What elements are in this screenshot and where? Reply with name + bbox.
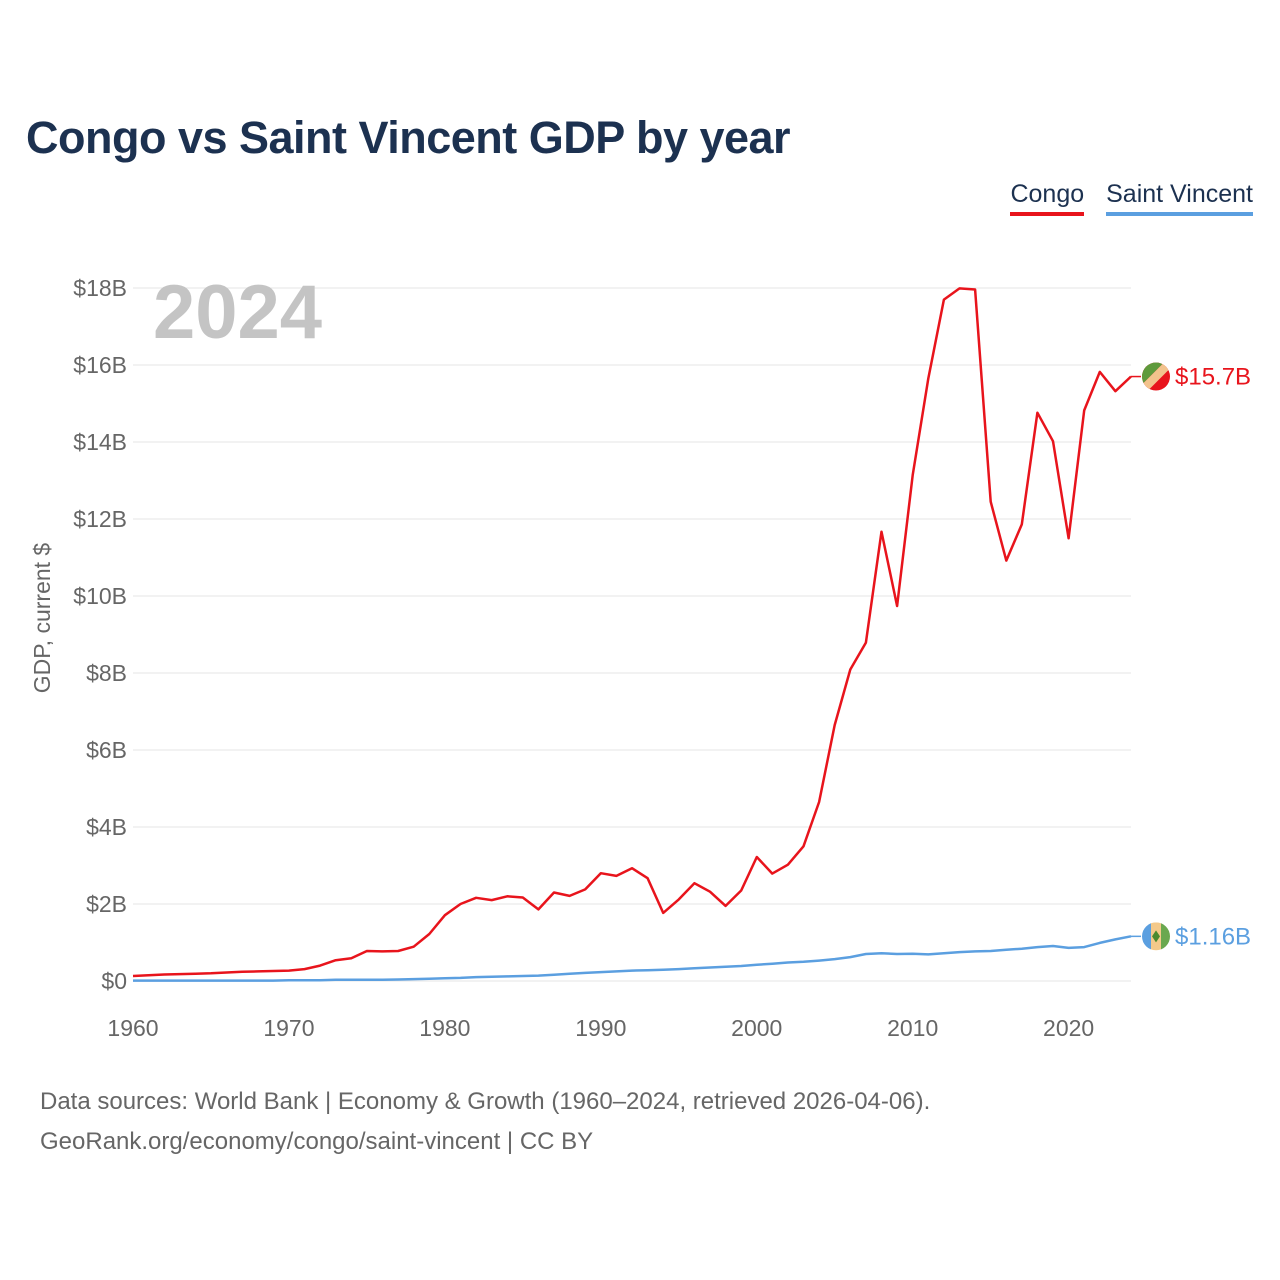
- x-tick-label: 1990: [575, 1015, 626, 1041]
- footer-sources: Data sources: World Bank | Economy & Gro…: [40, 1088, 931, 1115]
- y-tick-label: $0: [101, 968, 127, 994]
- series-line-saint-vincent[interactable]: [133, 935, 1132, 982]
- y-tick-label: $2B: [86, 891, 127, 917]
- legend-congo[interactable]: Congo: [1010, 180, 1085, 216]
- y-tick-label: $16B: [73, 352, 127, 378]
- y-tick-label: $14B: [73, 429, 127, 455]
- end-value-label: $1.16B: [1175, 923, 1251, 950]
- y-tick-label: $4B: [86, 814, 127, 840]
- footer-attribution[interactable]: GeoRank.org/economy/congo/saint-vincent …: [40, 1128, 594, 1155]
- y-tick-label: $6B: [86, 737, 127, 763]
- y-axis-label: GDP, current $: [29, 543, 55, 694]
- footer: Data sources: World Bank | Economy & Gro…: [40, 1082, 930, 1162]
- series-line-congo[interactable]: [132, 287, 1132, 978]
- x-tick-label: 1960: [107, 1015, 158, 1041]
- y-tick-label: $12B: [73, 506, 127, 532]
- x-tick-label: 1980: [419, 1015, 470, 1041]
- x-tick-label: 2010: [887, 1015, 938, 1041]
- x-tick-label: 1970: [263, 1015, 314, 1041]
- congo-flag-icon: [1142, 362, 1170, 391]
- chart-title: Congo vs Saint Vincent GDP by year: [26, 112, 791, 163]
- y-tick-label: $8B: [86, 660, 127, 686]
- end-value-label: $15.7B: [1175, 364, 1251, 391]
- y-tick-label: $10B: [73, 583, 127, 609]
- y-tick-labels: $0 $2B $4B $6B $8B $10B $12B $14B $16B $18B: [73, 275, 127, 994]
- gridlines: [133, 287, 1131, 982]
- series-lines: [132, 287, 1132, 982]
- legend: Congo Saint Vincent: [1010, 180, 1253, 216]
- end-markers: $15.7B $1.16B: [1131, 362, 1251, 951]
- line-chart: 2024 GDP, current $ $0 $2B $4B $6B $8B $10B $1…: [29, 270, 1251, 1041]
- saint-vincent-flag-icon: [1142, 922, 1170, 951]
- year-watermark: 2024: [153, 270, 322, 355]
- x-tick-label: 2020: [1043, 1015, 1094, 1041]
- x-tick-label: 2000: [731, 1015, 782, 1041]
- y-tick-label: $18B: [73, 275, 127, 301]
- legend-saint-vincent[interactable]: Saint Vincent: [1106, 180, 1253, 216]
- x-tick-labels: 1960 1970 1980 1990 2000 2010 2020: [107, 1015, 1094, 1041]
